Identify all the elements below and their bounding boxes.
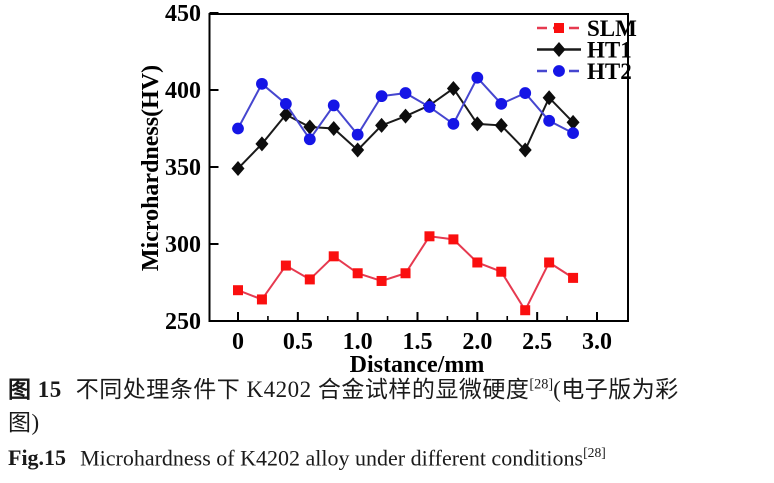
marker-diamond: [279, 107, 293, 123]
marker-circle: [543, 114, 556, 127]
marker-circle: [553, 65, 565, 77]
marker-square: [328, 251, 339, 262]
x-tick-label: 3.0: [582, 329, 612, 355]
marker-square: [400, 268, 411, 279]
marker-circle: [495, 97, 508, 110]
chart-svg: 0 0.5 1.0 1.5 2.0 2.5 3.0 250 300 350 400 450 Distan…: [138, 1, 637, 378]
marker-diamond: [375, 117, 389, 133]
marker-diamond: [351, 142, 365, 158]
marker-diamond: [518, 142, 532, 158]
marker-circle: [447, 117, 460, 130]
x-tick-label: 0: [232, 329, 244, 355]
marker-square: [256, 294, 267, 305]
marker-square: [424, 231, 435, 242]
marker-circle: [519, 87, 532, 99]
caption-zh-text: 不同处理条件下 K4202 合金试样的显微硬度: [75, 377, 530, 402]
marker-circle: [232, 122, 244, 135]
marker-diamond: [552, 42, 566, 57]
y-tick-label: 400: [165, 78, 201, 104]
marker-square: [280, 260, 291, 271]
x-tick-label: 1.0: [343, 329, 373, 355]
series-HT2: [232, 71, 579, 146]
marker-diamond: [303, 119, 317, 135]
y-axis-ticks: 250 300 350 400 450: [165, 1, 219, 335]
x-tick-label: 1.5: [403, 329, 433, 355]
caption-en-ref: [28]: [583, 444, 606, 460]
y-tick-label: 450: [165, 1, 201, 27]
legend-item-HT1: HT1: [537, 38, 632, 63]
marker-circle: [303, 133, 316, 146]
microhardness-chart: 0 0.5 1.0 1.5 2.0 2.5 3.0 250 300 350 400 450 Distan…: [138, 1, 637, 378]
marker-square: [568, 272, 579, 283]
caption-zh-tail: (电子版为彩: [553, 377, 679, 402]
caption-zh-ref: [28]: [529, 376, 554, 393]
y-tick-label: 300: [165, 232, 201, 258]
marker-diamond: [494, 117, 508, 133]
marker-square: [376, 275, 387, 286]
legend-label: HT2: [587, 59, 632, 84]
caption-en: Fig.15 Microhardness of K4202 alloy under…: [8, 444, 768, 473]
legend-item-SLM: SLM: [537, 16, 637, 41]
y-axis-title: Microhardness(HV): [138, 65, 164, 271]
marker-circle: [399, 87, 412, 99]
marker-square: [520, 305, 531, 316]
caption-en-number: Fig.15: [8, 445, 67, 471]
marker-square: [352, 268, 363, 279]
marker-diamond: [446, 80, 460, 96]
marker-diamond: [542, 90, 556, 106]
marker-diamond: [231, 161, 245, 177]
marker-square: [233, 285, 243, 296]
x-tick-label: 2.5: [522, 329, 552, 355]
y-tick-label: 350: [165, 155, 201, 181]
series-SLM: [233, 231, 579, 316]
caption-zh-number: 图 15: [8, 377, 62, 402]
marker-square: [472, 257, 483, 268]
x-axis-ticks: 0 0.5 1.0 1.5 2.0 2.5 3.0: [232, 312, 612, 355]
marker-square: [304, 274, 315, 285]
x-axis-title: Distance/mm: [350, 352, 485, 376]
legend-item-HT2: HT2: [537, 59, 632, 84]
marker-square: [554, 23, 564, 33]
x-tick-label: 2.0: [462, 329, 492, 355]
legend-label: HT1: [587, 38, 632, 63]
legend-label: SLM: [587, 16, 637, 41]
caption-en-text: Microhardness of K4202 alloy under diffe…: [80, 445, 584, 471]
caption-zh-line2: 图): [8, 410, 40, 436]
marker-circle: [567, 127, 579, 140]
marker-diamond: [399, 108, 413, 124]
caption-block: 图 15 不同处理条件下 K4202 合金试样的显微硬度[28](电子版为彩 图)…: [8, 374, 768, 473]
marker-square: [496, 266, 507, 277]
marker-square: [544, 257, 555, 268]
caption-zh-line1: 图 15 不同处理条件下 K4202 合金试样的显微硬度[28](电子版为彩: [8, 374, 768, 405]
y-tick-label: 250: [165, 309, 201, 335]
marker-circle: [327, 99, 340, 112]
marker-circle: [256, 77, 268, 90]
marker-circle: [351, 128, 364, 141]
marker-diamond: [327, 121, 341, 136]
marker-circle: [279, 97, 292, 110]
marker-circle: [423, 101, 436, 113]
marker-diamond: [470, 116, 484, 132]
marker-circle: [471, 71, 484, 84]
x-tick-label: 0.5: [283, 329, 313, 355]
marker-diamond: [566, 114, 580, 130]
marker-circle: [375, 90, 388, 103]
marker-diamond: [255, 136, 269, 152]
plot-border: [208, 13, 629, 322]
marker-square: [448, 234, 459, 245]
